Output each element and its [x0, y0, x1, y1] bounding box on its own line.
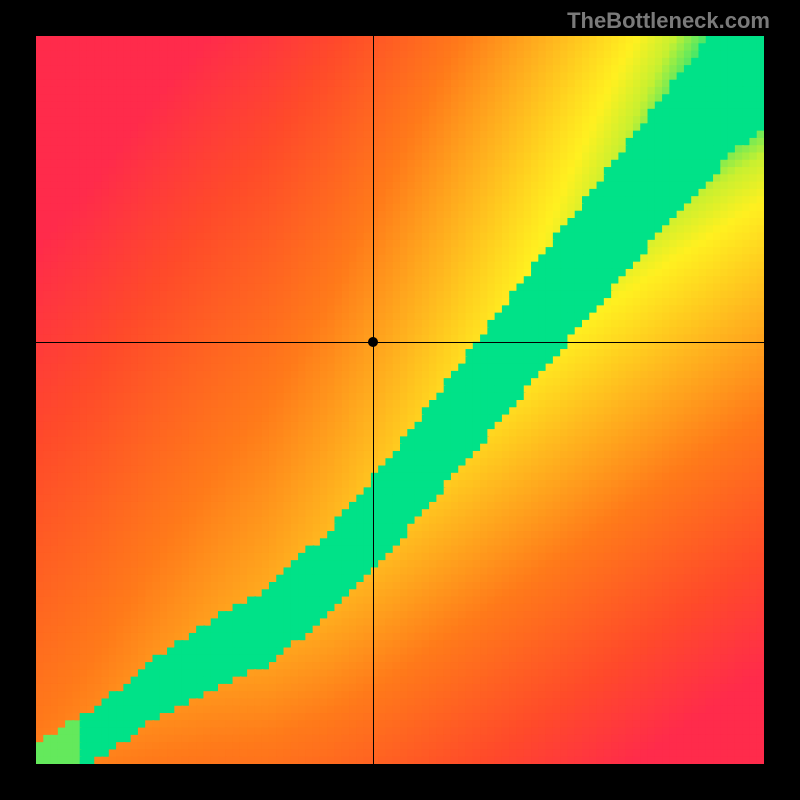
watermark-text: TheBottleneck.com — [567, 8, 770, 34]
crosshair-vertical — [373, 36, 374, 764]
heatmap-plot — [36, 36, 764, 764]
crosshair-horizontal — [36, 342, 764, 343]
heatmap-canvas — [36, 36, 764, 764]
crosshair-marker — [368, 337, 378, 347]
